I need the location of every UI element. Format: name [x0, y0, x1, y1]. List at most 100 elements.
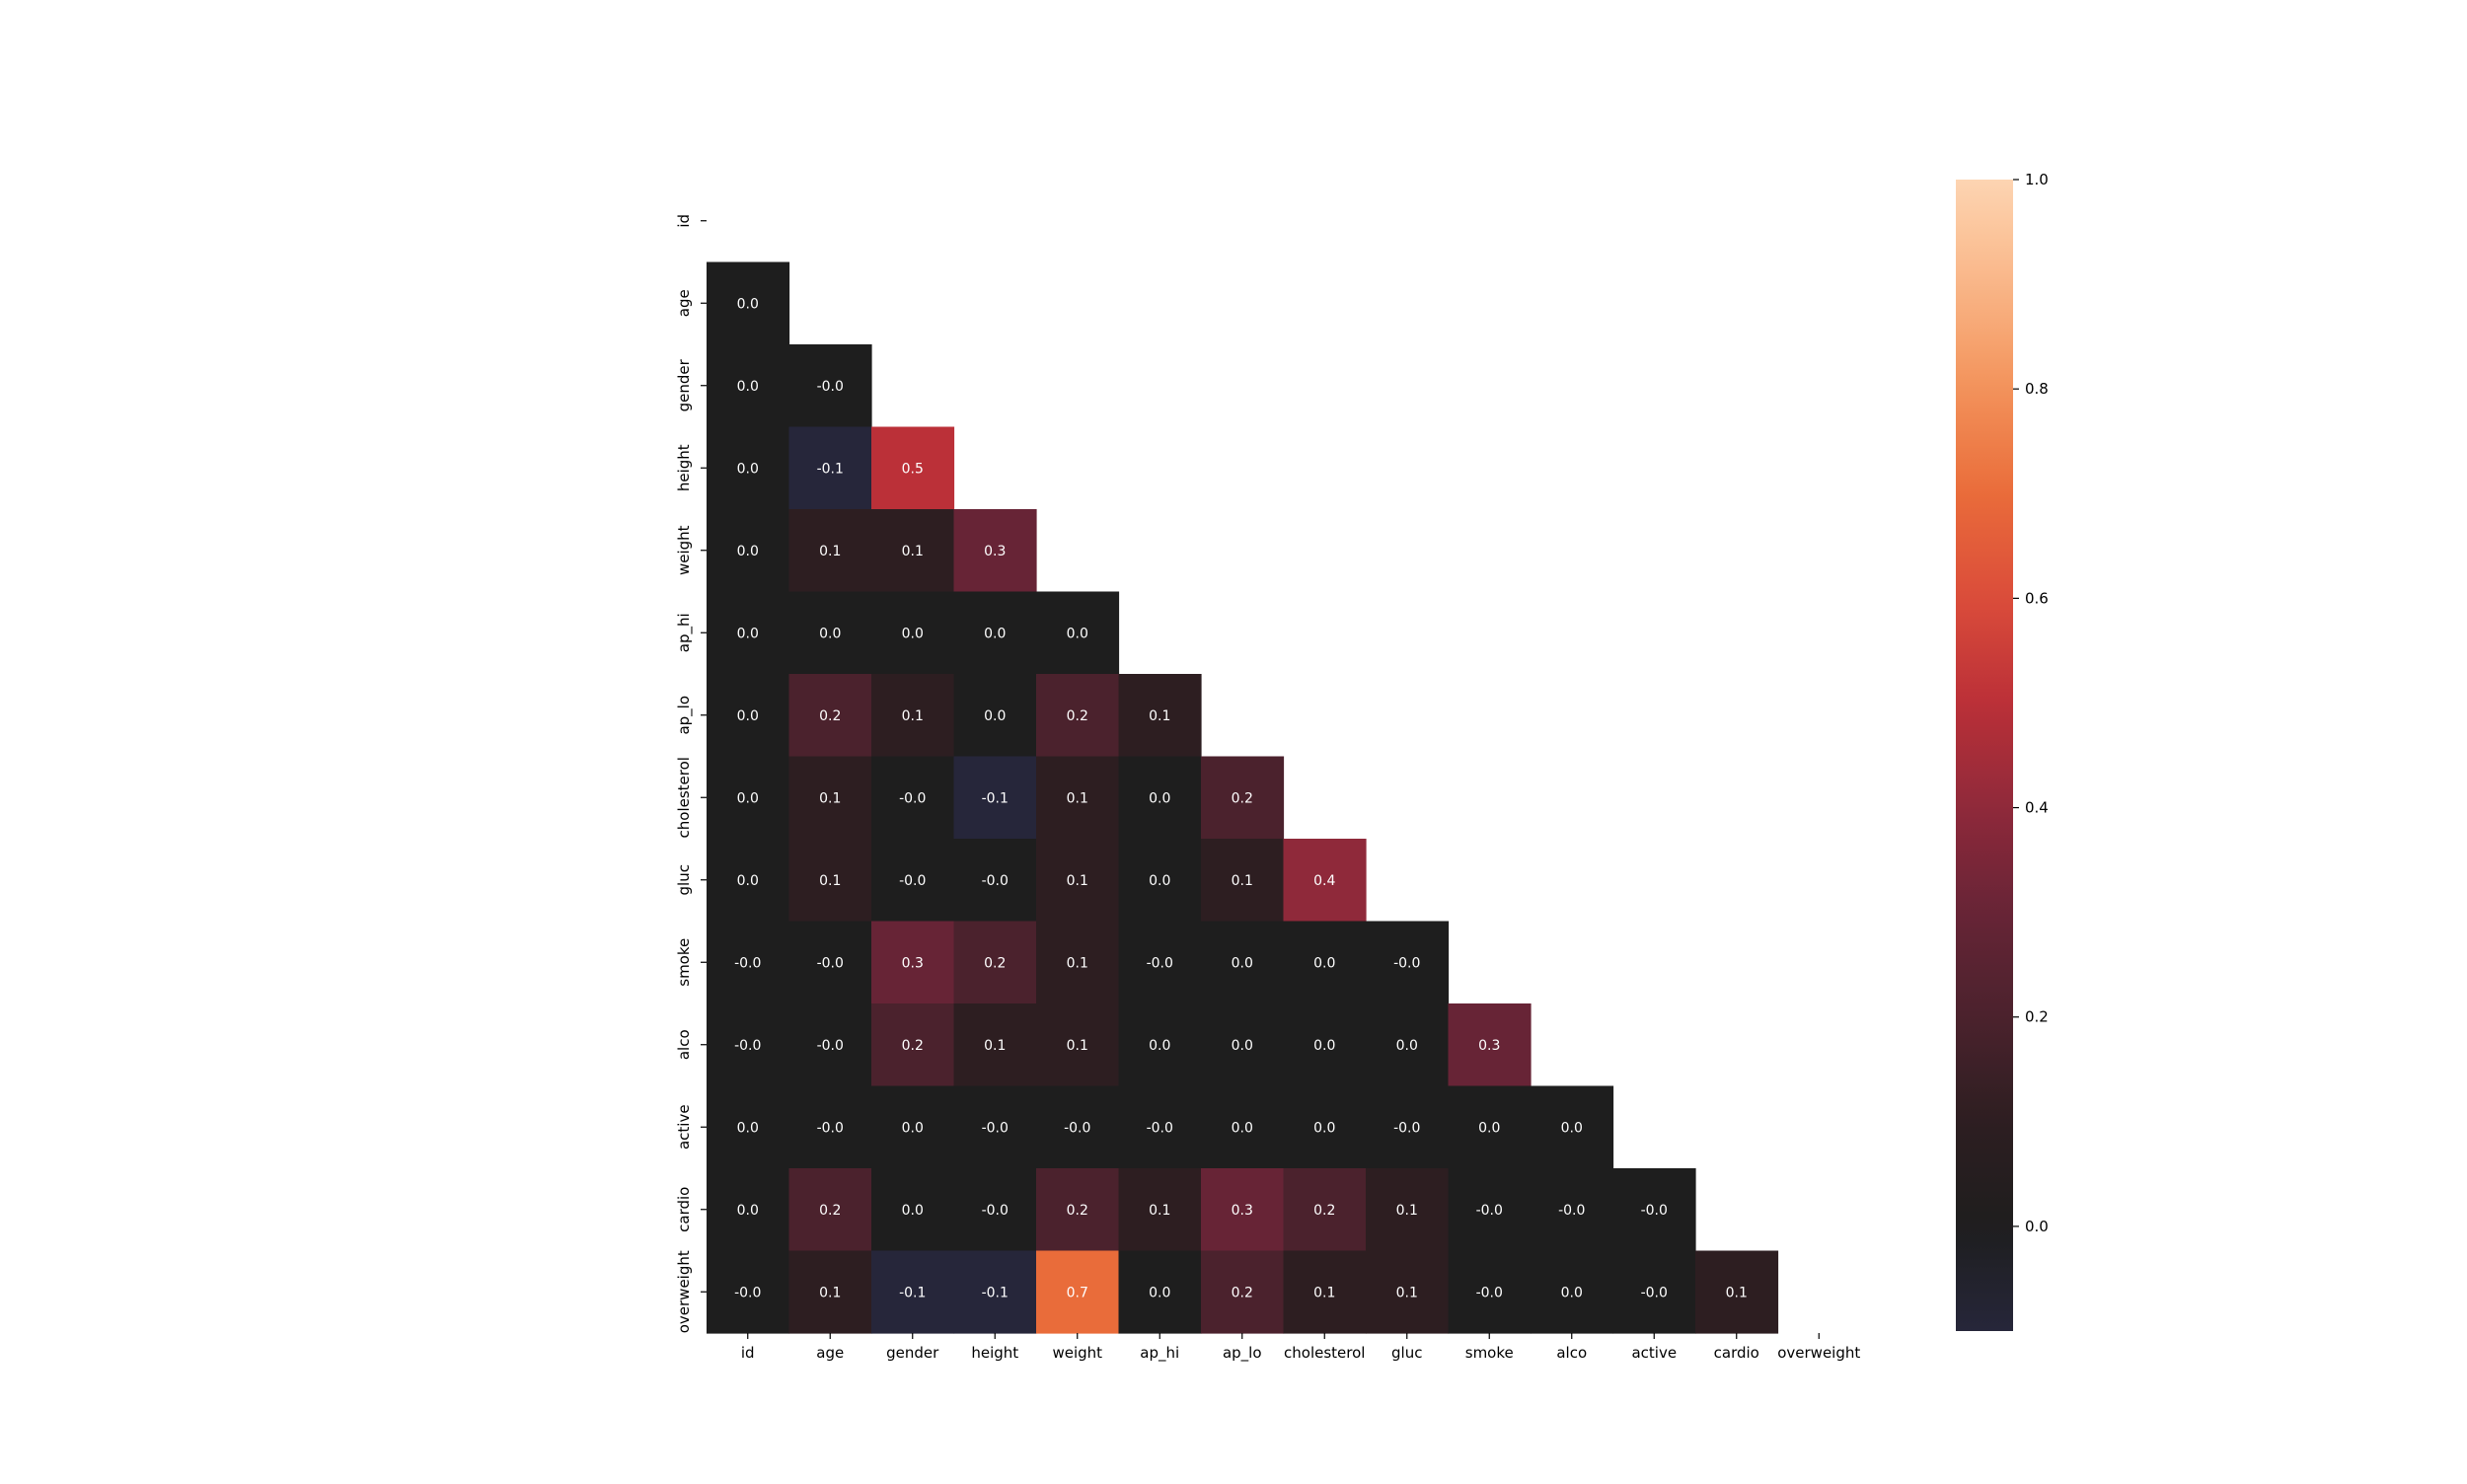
- cell-value-label: -0.0: [982, 1120, 1009, 1136]
- cell-value-label: -0.0: [1641, 1285, 1668, 1300]
- heatmap-cell-cardio-cholesterol: [1283, 1168, 1367, 1252]
- cell-value-label: 0.0: [737, 708, 759, 724]
- cell-value-label: 0.0: [1149, 1038, 1170, 1054]
- x-axis: id age gender height weight ap_hi ap_lo cholest…: [741, 1333, 1860, 1363]
- heatmap-cell-alco-height: [953, 1003, 1037, 1087]
- cell-value-label: 0.0: [1313, 955, 1335, 971]
- heatmap-cell-cardio-gender: [871, 1168, 955, 1252]
- cell-value-label: 0.0: [1232, 1120, 1253, 1136]
- heatmap-cell-active-alco: [1531, 1085, 1614, 1169]
- heatmap-cell-cholesterol-ap_lo: [1201, 756, 1285, 840]
- heatmap-cell-ap_hi-age: [788, 591, 872, 675]
- heatmap-cell-active-id: [707, 1085, 790, 1169]
- cell-value-label: -0.0: [817, 1038, 844, 1054]
- cell-value-label: 0.0: [902, 1203, 924, 1219]
- cell-value-label: -0.0: [1476, 1203, 1503, 1219]
- cell-value-label: 0.0: [1561, 1285, 1583, 1300]
- cell-value-label: 0.2: [984, 955, 1006, 971]
- y-tick-label-id: id: [675, 214, 693, 228]
- heatmap-cell-gluc-gender: [871, 839, 955, 923]
- heatmap-cell-smoke-age: [788, 921, 872, 1004]
- heatmap-cell-cholesterol-weight: [1036, 756, 1120, 840]
- heatmap-cell-ap_lo-ap_hi: [1118, 674, 1202, 758]
- cell-value-label: -0.1: [817, 461, 844, 477]
- y-tick-label-cholesterol: cholesterol: [675, 757, 693, 838]
- heatmap-cell-active-gluc: [1366, 1085, 1450, 1169]
- heatmap-cell-active-ap_lo: [1201, 1085, 1285, 1169]
- cell-value-label: 0.2: [1232, 1285, 1253, 1300]
- heatmap-cell-smoke-height: [953, 921, 1037, 1004]
- cell-value-label: 0.7: [1067, 1285, 1088, 1300]
- y-tick-label-alco: alco: [675, 1029, 693, 1060]
- cell-value-label: -0.0: [1641, 1203, 1668, 1219]
- cell-value-label: 0.1: [902, 708, 924, 724]
- cell-value-label: 0.0: [737, 544, 759, 559]
- y-axis: id age gender height weight ap_hi ap_locholest…: [675, 214, 707, 1333]
- heatmap-cell-cardio-ap_hi: [1118, 1168, 1202, 1252]
- heatmap-cell-alco-age: [788, 1003, 872, 1087]
- x-tick-label-id: id: [741, 1344, 755, 1362]
- heatmap-cell-overweight-id: [707, 1250, 790, 1334]
- heatmap-cell-smoke-ap_lo: [1201, 921, 1285, 1004]
- cell-value-label: -0.1: [899, 1285, 926, 1300]
- heatmap-cell-alco-ap_hi: [1118, 1003, 1202, 1087]
- heatmap-cell-alco-weight: [1036, 1003, 1120, 1087]
- heatmap-cell-weight-age: [788, 509, 872, 593]
- heatmap-cell-alco-cholesterol: [1283, 1003, 1367, 1087]
- x-tick-label-cholesterol: cholesterol: [1284, 1344, 1365, 1362]
- y-tick-label-ap_hi: ap_hi: [675, 613, 694, 652]
- cell-value-label: 0.1: [1067, 1038, 1088, 1054]
- x-tick-label-alco: alco: [1556, 1344, 1587, 1362]
- heatmap-cell-cardio-height: [953, 1168, 1037, 1252]
- cell-value-label: 0.0: [1478, 1120, 1500, 1136]
- heatmap-cell-height-id: [707, 426, 790, 510]
- cell-value-label: -0.1: [982, 790, 1009, 806]
- heatmap-cell-overweight-alco: [1531, 1250, 1614, 1334]
- heatmap-cell-smoke-id: [707, 921, 790, 1004]
- cell-value-label: -0.0: [1476, 1285, 1503, 1300]
- heatmap-cell-ap_lo-weight: [1036, 674, 1120, 758]
- heatmap-cell-overweight-active: [1612, 1250, 1696, 1334]
- x-tick-label-active: active: [1631, 1344, 1677, 1362]
- cell-value-label: 0.3: [984, 544, 1006, 559]
- cell-value-label: 0.0: [1561, 1120, 1583, 1136]
- cell-value-label: 0.0: [1313, 1120, 1335, 1136]
- x-tick-label-ap_hi: ap_hi: [1140, 1344, 1179, 1363]
- heatmap-cell-ap_hi-height: [953, 591, 1037, 675]
- cell-value-label: 0.0: [984, 626, 1006, 641]
- heatmap-cell-gluc-height: [953, 839, 1037, 923]
- heatmap-cell-active-ap_hi: [1118, 1085, 1202, 1169]
- cell-value-label: 0.0: [1232, 955, 1253, 971]
- cell-value-label: 0.0: [737, 626, 759, 641]
- heatmap-cell-gender-id: [707, 344, 790, 428]
- y-tick-label-cardio: cardio: [675, 1187, 693, 1232]
- cell-value-label: -0.0: [817, 379, 844, 395]
- cell-value-label: 0.0: [1396, 1038, 1418, 1054]
- cell-value-label: 0.0: [902, 626, 924, 641]
- heatmap-cell-gluc-ap_hi: [1118, 839, 1202, 923]
- heatmap-cell-gender-age: [788, 344, 872, 428]
- cell-value-label: 0.1: [1149, 1203, 1170, 1219]
- cell-value-label: 0.1: [1313, 1285, 1335, 1300]
- heatmap-cell-overweight-age: [788, 1250, 872, 1334]
- x-tick-label-gender: gender: [886, 1344, 939, 1362]
- colorbar: 0.0 0.2 0.4 0.6 0.8 1.0: [1956, 171, 2049, 1331]
- heatmap-cell-overweight-ap_hi: [1118, 1250, 1202, 1334]
- heatmap-cell-ap_hi-id: [707, 591, 790, 675]
- heatmap-cell-active-cholesterol: [1283, 1085, 1367, 1169]
- heatmap-cell-gluc-ap_lo: [1201, 839, 1285, 923]
- x-tick-label-height: height: [971, 1344, 1018, 1362]
- y-tick-label-weight: weight: [675, 525, 693, 575]
- cell-value-label: 0.0: [1149, 1285, 1170, 1300]
- heatmap-cell-alco-gender: [871, 1003, 955, 1087]
- cell-value-label: 0.0: [737, 790, 759, 806]
- cell-value-label: -0.0: [734, 1285, 761, 1300]
- cell-value-label: 0.1: [902, 544, 924, 559]
- cell-value-label: 0.0: [1149, 873, 1170, 889]
- heatmap-cell-cardio-weight: [1036, 1168, 1120, 1252]
- cell-value-label: 0.2: [1067, 708, 1088, 724]
- y-tick-label-overweight: overweight: [675, 1250, 693, 1333]
- cell-value-label: -0.0: [734, 1038, 761, 1054]
